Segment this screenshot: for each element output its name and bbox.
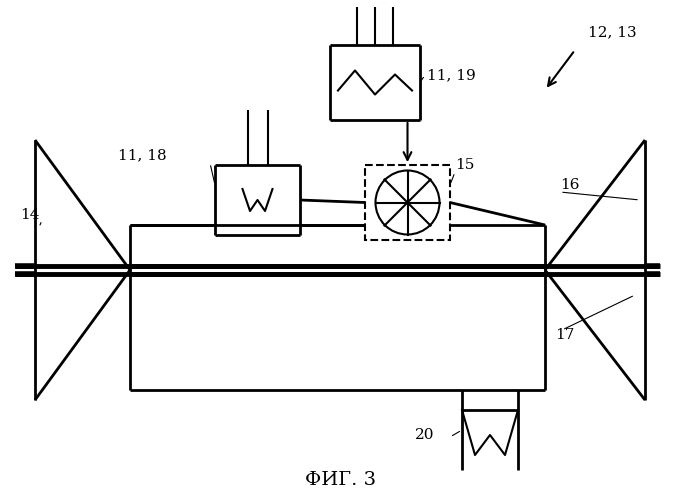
Bar <box>365 165 450 240</box>
Text: 12, 13: 12, 13 <box>588 25 637 39</box>
Text: 11, 19: 11, 19 <box>427 68 476 82</box>
Text: 15: 15 <box>455 158 475 172</box>
Text: 14: 14 <box>20 208 39 222</box>
Text: 11, 18: 11, 18 <box>118 148 167 162</box>
Text: 20: 20 <box>415 428 434 442</box>
Text: ФИГ. 3: ФИГ. 3 <box>306 471 377 489</box>
Circle shape <box>375 170 439 234</box>
Text: 16: 16 <box>560 178 580 192</box>
Text: 17: 17 <box>555 328 574 342</box>
